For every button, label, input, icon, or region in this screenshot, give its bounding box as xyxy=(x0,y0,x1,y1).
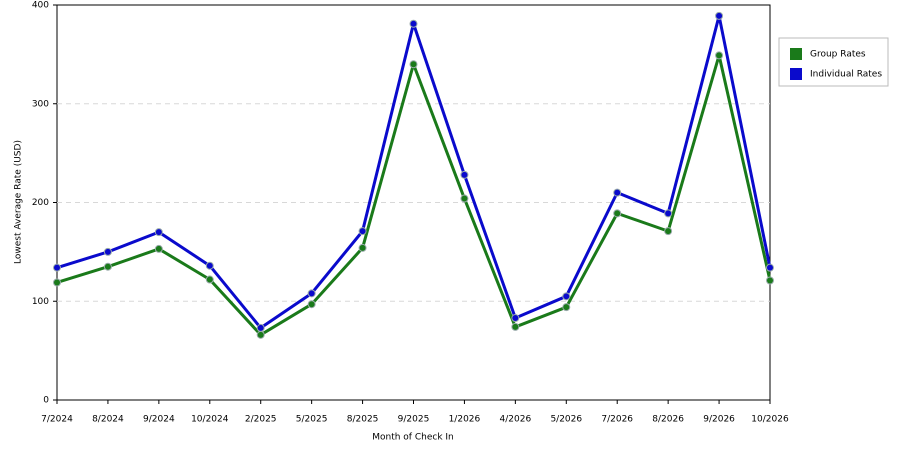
x-tick-label: 2/2025 xyxy=(245,415,277,425)
legend-label: Individual Rates xyxy=(810,70,882,80)
data-point xyxy=(53,278,61,287)
x-tick-label: 9/2024 xyxy=(143,415,175,425)
x-tick-label: 7/2024 xyxy=(41,415,73,425)
data-point xyxy=(664,227,673,236)
legend-swatch xyxy=(790,48,802,60)
data-point xyxy=(664,209,673,218)
data-point xyxy=(358,227,367,236)
y-tick-label: 100 xyxy=(32,297,49,307)
data-point xyxy=(205,275,214,284)
data-point xyxy=(358,243,367,252)
x-axis-label: Month of Check In xyxy=(372,433,454,443)
data-point xyxy=(103,247,112,256)
x-tick-label: 10/2026 xyxy=(751,415,789,425)
data-point xyxy=(562,303,571,312)
y-tick-label: 0 xyxy=(43,396,49,406)
data-point xyxy=(715,11,724,20)
data-point xyxy=(766,263,774,272)
data-point xyxy=(307,289,316,298)
legend-swatch xyxy=(790,68,802,80)
data-point xyxy=(715,51,724,60)
x-tick-label: 5/2026 xyxy=(550,415,582,425)
x-tick-label: 7/2026 xyxy=(601,415,633,425)
x-tick-label: 1/2026 xyxy=(449,415,481,425)
data-point xyxy=(460,194,469,203)
data-point xyxy=(766,276,774,285)
data-point xyxy=(53,263,61,272)
x-tick-label: 8/2025 xyxy=(347,415,379,425)
data-point xyxy=(511,314,520,323)
data-point xyxy=(409,19,418,28)
x-tick-label: 8/2026 xyxy=(652,415,684,425)
legend-label: Group Rates xyxy=(810,50,866,60)
data-point xyxy=(613,188,622,197)
data-point xyxy=(103,262,112,271)
data-point xyxy=(409,60,418,69)
x-tick-label: 10/2024 xyxy=(191,415,229,425)
data-point xyxy=(307,300,316,309)
x-tick-label: 9/2026 xyxy=(703,415,735,425)
data-point xyxy=(562,292,571,301)
data-point xyxy=(154,228,163,237)
y-axis-label: Lowest Average Rate (USD) xyxy=(14,140,24,264)
series-line xyxy=(56,53,772,337)
x-tick-label: 8/2024 xyxy=(92,415,124,425)
x-tick-label: 4/2026 xyxy=(500,415,532,425)
data-point xyxy=(154,244,163,253)
data-point xyxy=(256,330,265,339)
data-point xyxy=(205,261,214,270)
x-tick-label: 5/2025 xyxy=(296,415,328,425)
y-tick-label: 300 xyxy=(32,99,49,109)
data-point xyxy=(511,322,520,331)
data-point xyxy=(256,323,265,332)
data-point xyxy=(460,170,469,179)
data-point xyxy=(613,209,622,218)
y-tick-label: 200 xyxy=(32,198,49,208)
x-tick-label: 9/2025 xyxy=(398,415,430,425)
y-tick-label: 400 xyxy=(32,1,49,11)
